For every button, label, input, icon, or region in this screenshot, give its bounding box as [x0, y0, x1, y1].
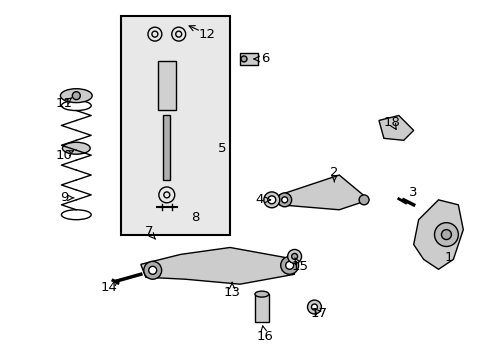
- Text: 5: 5: [218, 142, 226, 155]
- Circle shape: [434, 223, 457, 247]
- Circle shape: [267, 196, 275, 204]
- Circle shape: [143, 261, 162, 279]
- Polygon shape: [378, 116, 413, 140]
- Text: 10: 10: [56, 149, 73, 162]
- Circle shape: [72, 92, 80, 100]
- Circle shape: [277, 193, 291, 207]
- Text: 6: 6: [260, 53, 268, 66]
- Ellipse shape: [62, 142, 90, 154]
- Text: 16: 16: [256, 330, 273, 343]
- Text: 18: 18: [383, 116, 400, 129]
- Bar: [240, 53, 257, 65]
- Circle shape: [148, 266, 156, 274]
- Ellipse shape: [61, 89, 92, 103]
- Polygon shape: [279, 175, 368, 210]
- Text: 13: 13: [223, 285, 240, 299]
- Text: 1: 1: [443, 251, 452, 264]
- Circle shape: [311, 304, 317, 310]
- Ellipse shape: [254, 291, 268, 297]
- Circle shape: [285, 261, 293, 269]
- Circle shape: [241, 56, 246, 62]
- Circle shape: [264, 192, 279, 208]
- Bar: [254, 294, 268, 322]
- Text: 14: 14: [101, 281, 117, 294]
- Circle shape: [358, 195, 368, 205]
- Circle shape: [280, 256, 298, 274]
- Circle shape: [291, 253, 297, 260]
- Text: 15: 15: [290, 260, 307, 273]
- Circle shape: [287, 249, 301, 264]
- Bar: [158, 61, 175, 109]
- Text: 11: 11: [56, 97, 73, 110]
- Circle shape: [441, 230, 450, 239]
- Circle shape: [307, 300, 321, 314]
- Bar: [121, 16, 230, 235]
- Polygon shape: [413, 200, 462, 269]
- Text: 2: 2: [329, 166, 338, 179]
- Polygon shape: [141, 247, 294, 284]
- Text: 9: 9: [60, 192, 68, 204]
- Text: 12: 12: [199, 28, 215, 41]
- Text: 7: 7: [144, 225, 153, 238]
- Text: 3: 3: [408, 186, 417, 199]
- Text: 8: 8: [191, 211, 199, 224]
- Bar: [163, 114, 170, 180]
- Text: 4: 4: [255, 193, 264, 206]
- Circle shape: [281, 197, 287, 203]
- Text: 17: 17: [310, 307, 327, 320]
